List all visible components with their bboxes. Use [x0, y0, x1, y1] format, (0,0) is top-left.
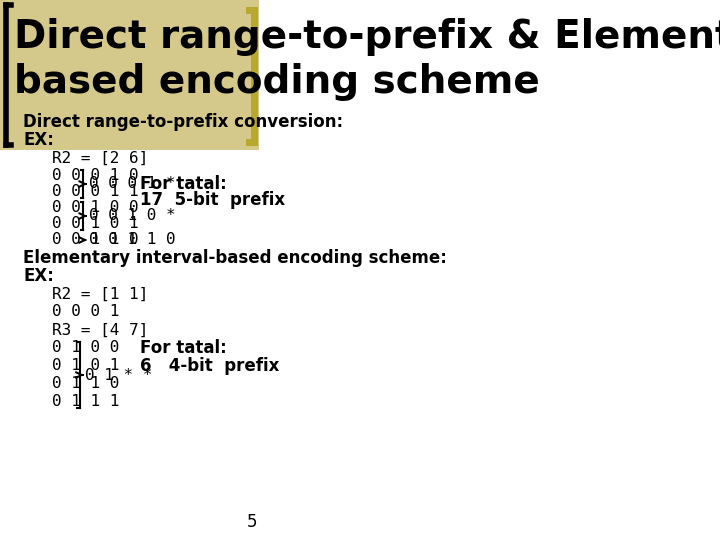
Text: 0 0 0 1 *: 0 0 0 1 * — [89, 177, 175, 192]
Text: 6   4-bit  prefix: 6 4-bit prefix — [140, 357, 280, 375]
Text: 0 0 1 1 0: 0 0 1 1 0 — [89, 233, 175, 247]
FancyBboxPatch shape — [0, 0, 259, 150]
Text: 0 0 1 0 *: 0 0 1 0 * — [89, 208, 175, 224]
Text: 0 1 1 0: 0 1 1 0 — [52, 376, 120, 392]
Text: 5: 5 — [247, 513, 257, 531]
Text: 0 0 0 1 0: 0 0 0 1 0 — [52, 168, 139, 184]
Text: Direct range-to-prefix conversion:: Direct range-to-prefix conversion: — [23, 113, 343, 131]
Text: 0 1 0 1: 0 1 0 1 — [52, 359, 120, 374]
Text: 0 1 * *: 0 1 * * — [85, 368, 153, 382]
Text: based encoding scheme: based encoding scheme — [14, 63, 539, 101]
Text: 0 0 1 1 0: 0 0 1 1 0 — [52, 233, 139, 247]
Text: 17  5-bit  prefix: 17 5-bit prefix — [140, 191, 286, 209]
Text: 0 0 0 1 1: 0 0 0 1 1 — [52, 185, 139, 199]
Text: EX:: EX: — [23, 267, 54, 285]
Text: 0 0 1 0 0: 0 0 1 0 0 — [52, 200, 139, 215]
Text: R2 = [2 6]: R2 = [2 6] — [52, 151, 148, 165]
Text: 0 1 1 1: 0 1 1 1 — [52, 395, 120, 409]
Text: For tatal:: For tatal: — [140, 339, 227, 357]
Text: R3 = [4 7]: R3 = [4 7] — [52, 322, 148, 338]
Text: EX:: EX: — [23, 131, 54, 149]
Text: For tatal:: For tatal: — [140, 175, 227, 193]
Text: 0 0 1 0 1: 0 0 1 0 1 — [52, 217, 139, 232]
Text: 0 1 0 0: 0 1 0 0 — [52, 341, 120, 355]
Text: R2 = [1 1]: R2 = [1 1] — [52, 287, 148, 301]
Text: Direct range-to-prefix & Elementary interval-: Direct range-to-prefix & Elementary inte… — [14, 18, 720, 56]
Text: Elementary interval-based encoding scheme:: Elementary interval-based encoding schem… — [23, 249, 447, 267]
Text: 0 0 0 1: 0 0 0 1 — [52, 305, 120, 320]
